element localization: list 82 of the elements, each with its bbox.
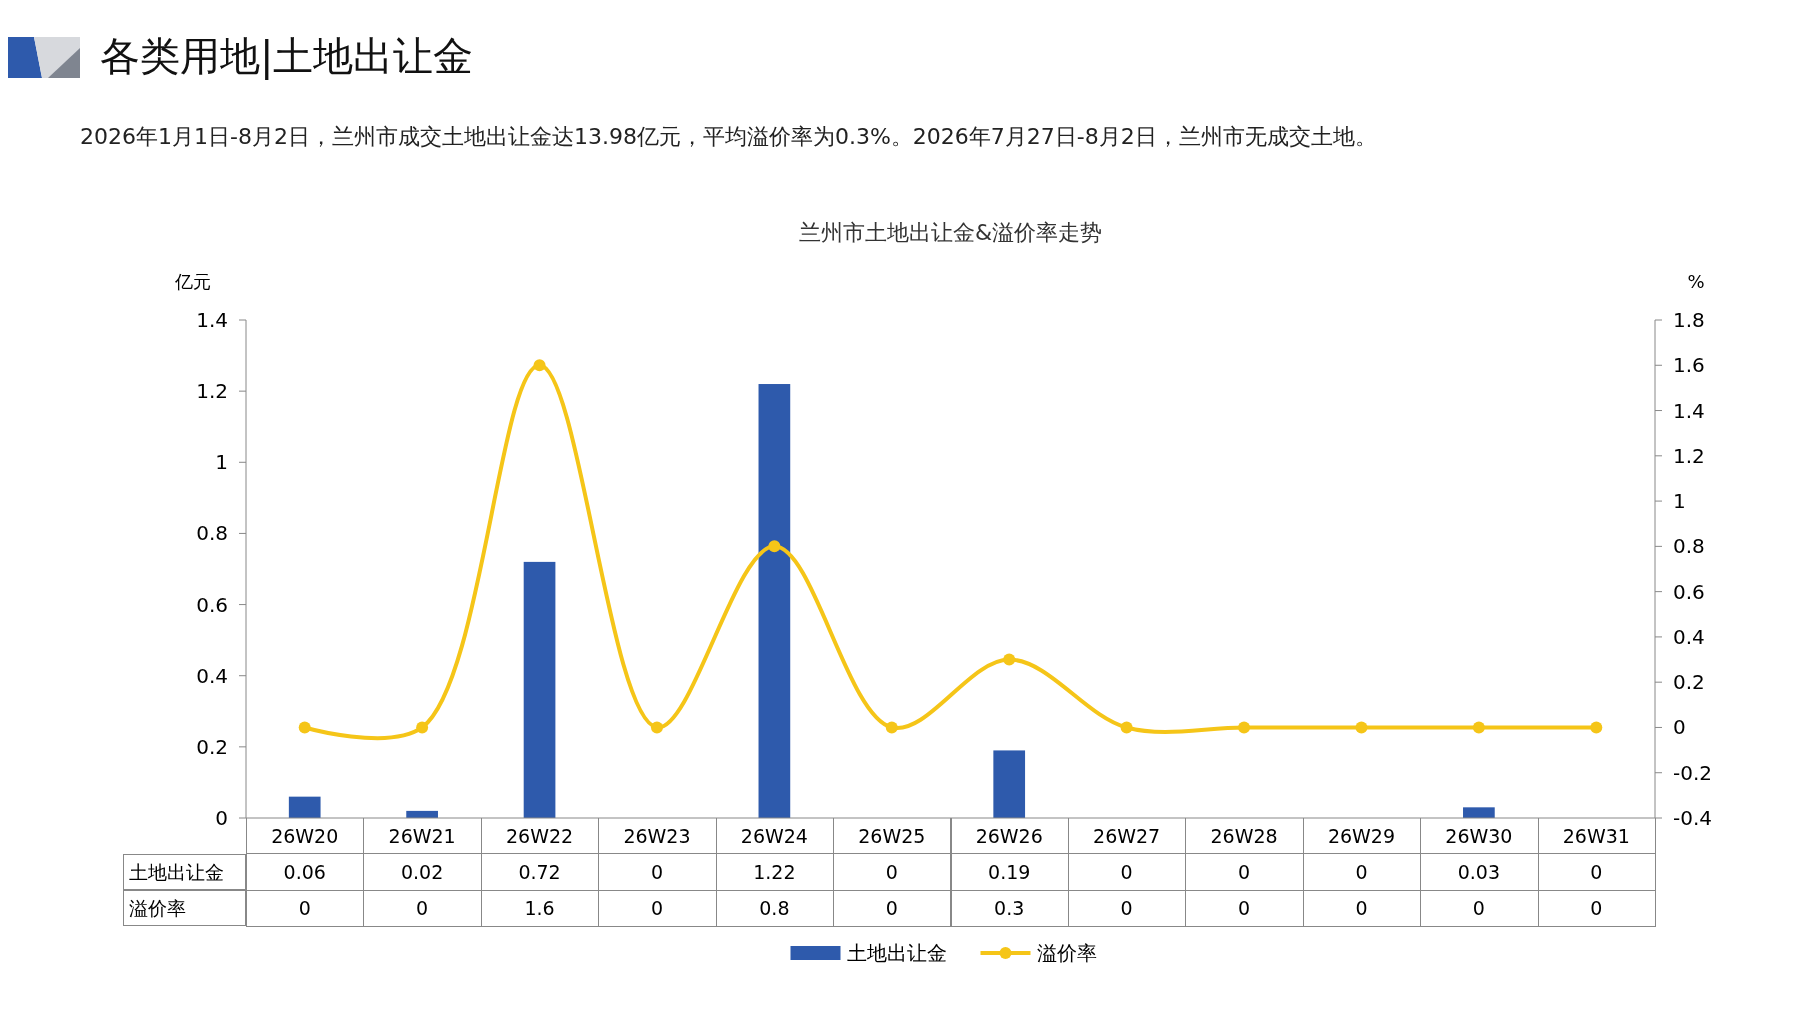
- y2-tick-label: 0.6: [1673, 579, 1705, 604]
- text: 2026年1月1日-8月2日，兰州市成交土地出让金达13.98亿元，平均溢价率为0.3%。2026年7月27日-8月2日，兰州市无成交土地。: [80, 124, 1377, 149]
- bar: [758, 384, 791, 818]
- y-tick-label: 1.2: [196, 379, 228, 404]
- y-tick-label: 0.4: [196, 663, 228, 688]
- data-label: 1.22: [753, 860, 796, 883]
- y-tick-label: 0.6: [196, 592, 228, 617]
- point: [1238, 721, 1251, 734]
- data-label: 0.3: [994, 896, 1025, 919]
- data-label: 0.02: [400, 860, 444, 883]
- data-label: 0: [1472, 896, 1485, 919]
- y2-tick-label: 1: [1673, 489, 1686, 514]
- data-label: 0.06: [283, 860, 326, 883]
- data-label: 0: [1590, 896, 1603, 919]
- x-tick-label: 26W22: [505, 824, 574, 847]
- point: [533, 359, 546, 372]
- x-tick-label: 26W26: [975, 824, 1043, 847]
- text: 土地出让金: [129, 860, 224, 883]
- point: [650, 721, 663, 734]
- data-label: 0: [1590, 860, 1603, 883]
- x-tick-label: 26W28: [1210, 824, 1278, 847]
- data-label: 0: [885, 860, 898, 883]
- x-tick-label: 26W31: [1562, 824, 1630, 847]
- y2-tick-label: 1.6: [1673, 353, 1705, 378]
- y-tick-label: 1: [215, 450, 228, 475]
- data-label: 0: [1120, 896, 1133, 919]
- point: [1003, 653, 1016, 666]
- bar: [523, 561, 556, 818]
- y-axis-title: 亿元: [174, 271, 211, 292]
- data-label: 0: [1237, 896, 1251, 919]
- point: [1120, 721, 1133, 734]
- y2-tick-label: 1.2: [1673, 443, 1705, 468]
- bar: [993, 750, 1026, 818]
- y-tick-label: 0.8: [196, 521, 228, 546]
- point: [885, 721, 898, 734]
- data-label: 0.72: [518, 860, 561, 883]
- data-label: 1.6: [524, 896, 555, 919]
- y2-tick-label: 0.8: [1673, 534, 1705, 559]
- y2-tick-label: -0.2: [1673, 760, 1713, 785]
- point: [1590, 721, 1603, 734]
- chart-title: 兰州市土地出让金&溢价率走势: [798, 220, 1103, 245]
- bar: [288, 796, 321, 818]
- point: [416, 721, 429, 734]
- x-tick-label: 26W30: [1445, 824, 1513, 847]
- y2-tick-label: 1.8: [1673, 308, 1705, 332]
- x-tick-label: 26W27: [1093, 824, 1161, 847]
- data-label: 0: [1120, 860, 1133, 883]
- point: [1472, 721, 1485, 734]
- x-tick-label: 26W24: [740, 824, 808, 847]
- text: 各类用地|土地出让金: [100, 33, 474, 80]
- data-label: 0: [885, 896, 898, 919]
- x-tick-label: 26W23: [623, 824, 691, 847]
- point: [298, 721, 311, 734]
- y-tick-label: 0.2: [196, 734, 228, 759]
- data-label: 0: [416, 896, 429, 919]
- legend-label: 土地出让金: [846, 941, 947, 965]
- data-label: 0: [1237, 860, 1251, 883]
- y2-tick-label: 1.4: [1673, 398, 1705, 423]
- y-tick-label: 0: [215, 806, 228, 830]
- y2-axis-title: %: [1687, 271, 1705, 292]
- point: [1355, 721, 1368, 734]
- y2-tick-label: 0.2: [1673, 670, 1705, 695]
- y2-tick-label: 0.4: [1673, 624, 1705, 649]
- y2-tick-label: -0.4: [1673, 806, 1713, 830]
- data-label: 0: [298, 896, 311, 919]
- data-label: 0: [650, 860, 664, 883]
- legend-label: 溢价率: [1036, 941, 1097, 965]
- data-label: 0.8: [759, 896, 790, 919]
- x-tick-label: 26W25: [858, 824, 926, 847]
- data-label: 0: [650, 896, 664, 919]
- point: [768, 540, 781, 553]
- y-tick-label: 1.4: [196, 308, 228, 332]
- data-label: 0.19: [988, 860, 1031, 883]
- data-label: 0: [1355, 860, 1368, 883]
- x-tick-label: 26W29: [1327, 824, 1396, 847]
- data-label: 0.03: [1457, 860, 1501, 883]
- data-label: 0: [1355, 896, 1368, 919]
- x-tick-label: 26W21: [388, 824, 456, 847]
- x-tick-label: 26W20: [271, 824, 339, 847]
- y2-tick-label: 0: [1673, 715, 1686, 740]
- text: 溢价率: [129, 896, 186, 919]
- bar: [1463, 807, 1495, 818]
